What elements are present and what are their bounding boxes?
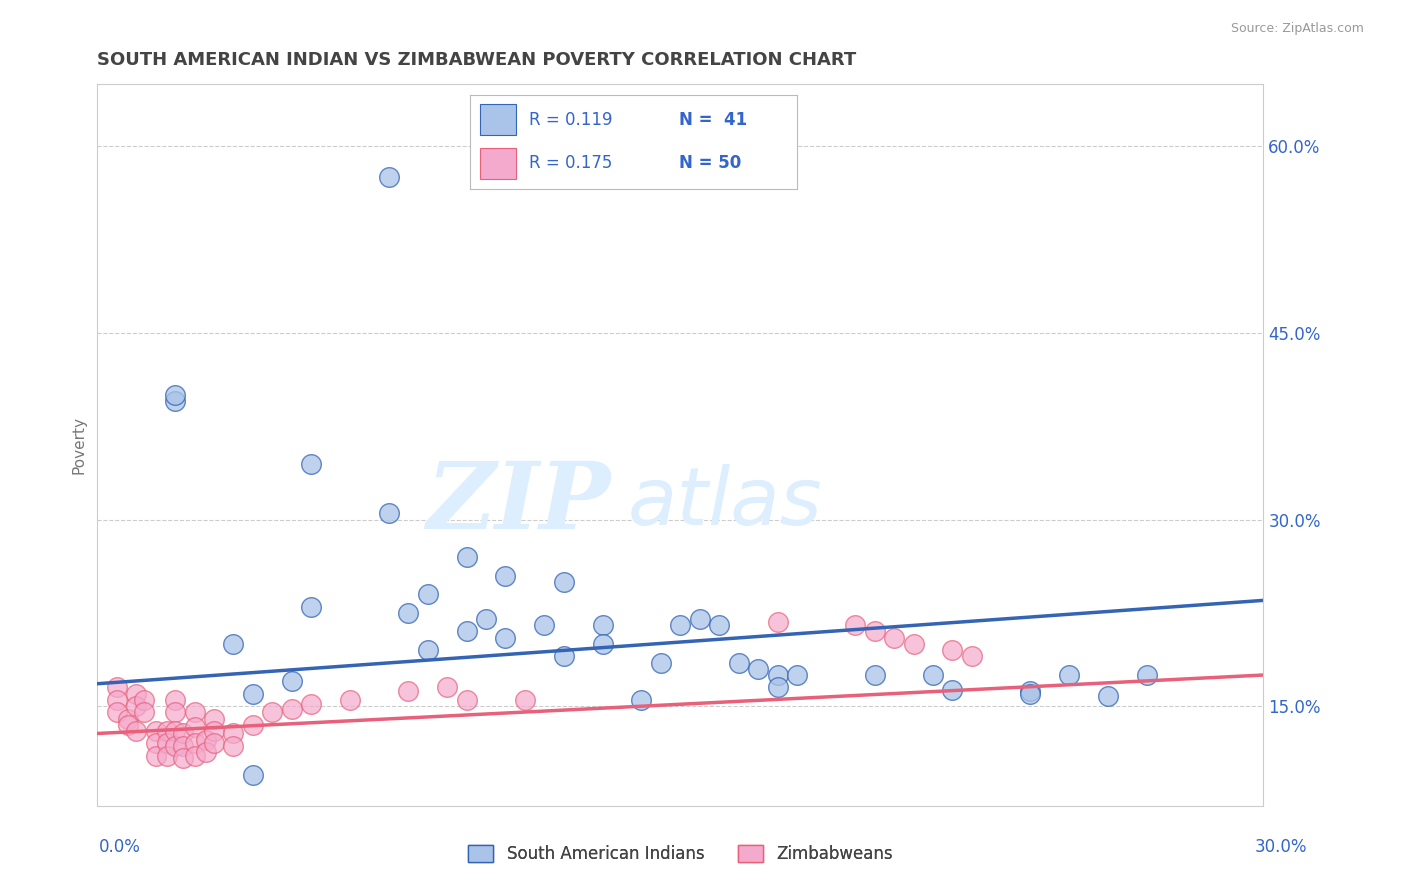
Point [299,697,322,711]
Point [145,724,167,739]
Point [456,693,478,707]
Text: Source: ZipAtlas.com: Source: ZipAtlas.com [1230,22,1364,36]
Point [165,388,187,402]
Point [416,643,439,657]
Point [456,549,478,564]
Point [592,637,614,651]
Point [222,637,245,651]
Text: SOUTH AMERICAN INDIAN VS ZIMBABWEAN POVERTY CORRELATION CHART: SOUTH AMERICAN INDIAN VS ZIMBABWEAN POVE… [97,51,856,69]
Point [222,726,245,740]
Point [513,693,536,707]
Point [195,732,218,747]
Point [378,170,401,185]
Point [165,724,187,739]
Point [960,649,983,664]
Point [689,612,711,626]
Point [592,618,614,632]
Point [165,706,187,720]
Point [494,631,516,645]
Point [339,693,361,707]
Point [280,674,302,689]
Point [941,682,963,697]
Point [132,706,155,720]
Point [202,736,225,750]
Point [299,599,322,614]
Point [117,718,139,732]
Point [242,718,264,732]
Point [436,681,458,695]
Point [669,618,692,632]
Point [883,631,905,645]
Point [786,668,808,682]
Point [145,748,167,763]
Point [1136,668,1159,682]
Point [105,706,128,720]
Point [156,748,179,763]
Y-axis label: Poverty: Poverty [72,416,86,474]
Point [378,506,401,520]
Point [299,457,322,471]
Point [183,706,205,720]
Point [202,712,225,726]
Point [105,681,128,695]
Point [183,748,205,763]
Point [1019,684,1042,698]
Point [396,606,419,620]
Point [1097,689,1119,703]
Point [117,712,139,726]
Point [747,662,769,676]
Point [553,649,575,664]
Point [396,684,419,698]
Point [156,724,179,739]
Point [165,693,187,707]
Point [863,668,886,682]
Point [863,624,886,639]
Text: ZIP: ZIP [426,458,610,548]
Point [1057,668,1080,682]
Point [125,687,148,701]
Point [456,624,478,639]
Point [766,615,789,629]
Point [172,751,194,765]
Point [416,587,439,601]
Point [132,693,155,707]
Point [766,668,789,682]
Point [172,726,194,740]
Point [630,693,652,707]
Point [1019,687,1042,701]
Point [727,656,749,670]
Point [183,736,205,750]
Point [922,668,945,682]
Point [145,736,167,750]
Point [650,656,672,670]
Point [475,612,498,626]
Point [165,739,187,753]
Point [156,736,179,750]
Point [494,568,516,582]
Point [709,618,731,632]
Text: 30.0%: 30.0% [1256,838,1308,856]
Point [183,720,205,734]
Point [172,739,194,753]
Point [125,724,148,739]
Point [766,681,789,695]
Legend: South American Indians, Zimbabweans: South American Indians, Zimbabweans [461,838,898,870]
Point [165,394,187,409]
Point [195,745,218,759]
Point [844,618,866,632]
Point [280,701,302,715]
Point [125,699,148,714]
Point [202,724,225,739]
Point [105,693,128,707]
Point [242,767,264,781]
Point [222,739,245,753]
Point [242,687,264,701]
Point [903,637,925,651]
Point [553,574,575,589]
Point [262,706,284,720]
Point [533,618,555,632]
Text: atlas: atlas [628,464,823,541]
Point [941,643,963,657]
Text: 0.0%: 0.0% [98,838,141,856]
